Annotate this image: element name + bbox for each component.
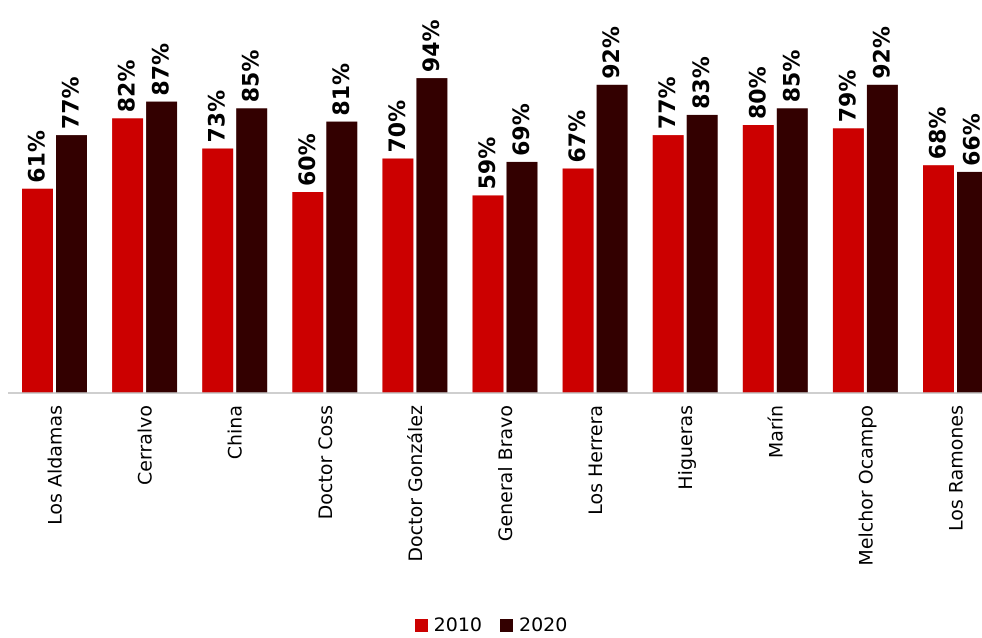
- bar-2020-0: [56, 135, 87, 393]
- bar-2010-10: [923, 165, 954, 393]
- legend-swatch-2010: [414, 618, 428, 632]
- value-label-2020-6: 92%: [600, 26, 625, 79]
- category-label-1: Cerralvo: [135, 405, 157, 485]
- bars-group: [22, 78, 982, 394]
- bar-2020-10: [957, 171, 982, 393]
- bar-2020-5: [506, 161, 538, 393]
- value-labels-group: 61% 77% 82% 87% 73% 85% 60% 81% 70% 94% 59% 69% 67% 9…: [26, 19, 982, 189]
- bar-2020-1: [146, 101, 178, 393]
- value-label-2010-3: 60%: [296, 133, 321, 186]
- category-label-9: Melchor Ocampo: [855, 405, 877, 566]
- value-label-2010-6: 67%: [566, 110, 591, 163]
- bar-2020-9: [866, 84, 898, 394]
- bar-2010-7: [652, 135, 684, 393]
- value-label-2020-7: 83%: [690, 56, 715, 109]
- category-label-3: Doctor Coss: [315, 405, 337, 519]
- bar-2010-2: [202, 148, 234, 393]
- bar-2010-0: [22, 188, 53, 393]
- category-label-6: Los Herrera: [585, 405, 607, 515]
- bar-2010-9: [832, 128, 864, 394]
- category-label-2: China: [225, 405, 247, 459]
- value-label-2010-9: 79%: [836, 70, 861, 123]
- bar-2010-3: [292, 192, 324, 393]
- value-label-2010-5: 59%: [476, 137, 501, 190]
- value-label-2010-1: 82%: [116, 60, 141, 113]
- value-label-2020-5: 69%: [510, 103, 535, 156]
- category-label-10: Los Ramones: [946, 405, 968, 531]
- category-label-0: Los Aldamas: [45, 405, 67, 525]
- bar-2020-7: [686, 114, 718, 394]
- bar-2020-4: [416, 78, 448, 393]
- value-label-2020-9: 92%: [870, 26, 895, 79]
- value-label-2010-8: 80%: [746, 66, 771, 119]
- value-label-2010-7: 77%: [656, 76, 681, 129]
- legend-label-2020: 2020: [519, 614, 568, 636]
- bar-2020-2: [236, 108, 268, 394]
- value-label-2020-4: 94%: [420, 19, 445, 72]
- category-label-7: Higueras: [675, 405, 697, 490]
- value-label-2010-0: 61%: [26, 130, 51, 183]
- category-label-5: General Bravo: [495, 405, 517, 541]
- value-label-2020-0: 77%: [60, 76, 85, 129]
- category-labels-group: Los Aldamas Cerralvo China Doctor Coss Docto…: [45, 405, 968, 566]
- legend-swatch-2020: [500, 618, 513, 632]
- legend-label-2010: 2010: [433, 614, 482, 636]
- value-label-2010-2: 73%: [206, 90, 231, 143]
- legend: 2010 2020: [0, 612, 982, 638]
- value-label-2020-3: 81%: [330, 63, 355, 116]
- bar-2010-4: [382, 158, 414, 393]
- bar-2010-6: [562, 168, 594, 393]
- value-label-2010-4: 70%: [386, 100, 411, 153]
- value-label-2020-1: 87%: [150, 43, 175, 96]
- value-label-2010-10: 68%: [927, 107, 952, 160]
- legend-item-2010: 2010: [414, 614, 482, 636]
- value-label-2020-2: 85%: [240, 50, 265, 103]
- bar-2010-8: [742, 125, 774, 393]
- bar-2010-5: [472, 195, 504, 393]
- bar-2010-1: [112, 118, 144, 394]
- value-label-2020-10: 66%: [961, 113, 982, 166]
- bar-2020-8: [776, 108, 808, 394]
- value-label-2020-8: 85%: [780, 50, 805, 103]
- bar-2020-3: [326, 121, 358, 393]
- category-label-4: Doctor González: [405, 405, 427, 562]
- bar-2020-6: [596, 84, 628, 394]
- category-label-8: Marín: [765, 405, 787, 458]
- legend-item-2020: 2020: [500, 614, 567, 636]
